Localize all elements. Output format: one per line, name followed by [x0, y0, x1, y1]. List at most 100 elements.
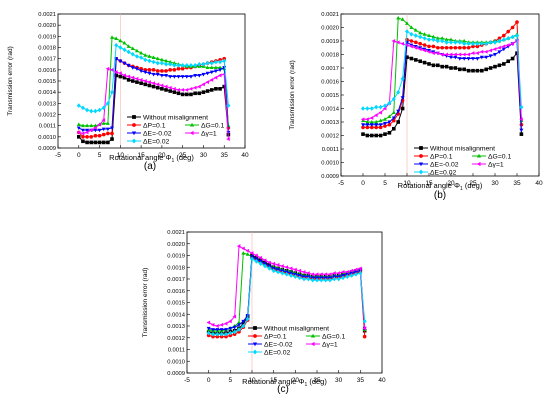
data-point [80, 123, 85, 128]
data-point [436, 63, 440, 68]
data-point [418, 34, 423, 40]
data-point [427, 62, 431, 66]
data-point [147, 58, 152, 64]
y-tick-label: 0.0015 [167, 301, 185, 307]
data-point [314, 272, 319, 277]
data-point [106, 140, 110, 145]
data-point [143, 53, 148, 57]
legend-marker [310, 333, 316, 338]
data-point [383, 121, 387, 126]
panel-label: (c) [277, 384, 289, 395]
data-point [365, 133, 370, 138]
data-point [241, 319, 246, 324]
data-point [506, 29, 511, 34]
data-point [223, 321, 228, 326]
data-point [453, 45, 458, 50]
data-point [160, 87, 164, 91]
data-point [155, 82, 160, 87]
data-point [184, 75, 189, 79]
data-point [315, 277, 319, 283]
data-point [271, 261, 276, 266]
data-point [105, 121, 110, 125]
x-tick-label: 15 [425, 180, 433, 187]
y-tick-label: 0.0013 [321, 120, 339, 126]
data-point [139, 69, 144, 74]
data-point [222, 72, 226, 77]
data-point [365, 123, 370, 127]
data-point [453, 40, 458, 45]
x-tick-label: 5 [229, 377, 233, 384]
data-point [101, 132, 106, 137]
data-point [374, 123, 379, 127]
data-point [226, 103, 231, 108]
legend-label: ΔE=0.02 [264, 349, 290, 356]
data-point [506, 35, 511, 41]
x-tick-label: 25 [179, 152, 187, 159]
legend-label: ΔG=0.1 [201, 122, 224, 129]
data-point [431, 44, 436, 49]
data-point [449, 40, 453, 45]
data-point [89, 135, 94, 139]
data-point [114, 70, 118, 75]
data-point [209, 70, 214, 75]
data-point [383, 132, 387, 136]
data-point [435, 36, 440, 40]
data-point [471, 44, 475, 49]
data-point [106, 131, 110, 136]
data-point [493, 64, 497, 69]
data-point [449, 66, 453, 70]
data-point [436, 45, 440, 50]
y-tick-label: 0.0016 [38, 68, 56, 74]
data-point [205, 89, 210, 93]
data-point [249, 251, 254, 256]
data-point [449, 45, 453, 50]
x-tick-label: -5 [55, 152, 61, 159]
data-point [431, 51, 435, 56]
data-point [475, 68, 480, 73]
x-tick-label: -5 [338, 180, 344, 187]
data-point [345, 269, 349, 274]
data-point [245, 316, 250, 322]
data-point [302, 276, 306, 282]
data-point [159, 83, 164, 88]
data-point [349, 273, 354, 278]
data-point [168, 59, 173, 64]
legend-label: ΔE=-0.02 [143, 130, 172, 137]
data-point [232, 325, 237, 330]
data-point [164, 73, 169, 78]
data-point [400, 41, 405, 46]
data-point [180, 66, 185, 71]
data-point [435, 38, 440, 44]
data-point [151, 84, 156, 89]
data-point [209, 65, 214, 70]
y-tick-label: 0.0012 [38, 113, 56, 119]
data-point [488, 54, 493, 59]
data-point [262, 258, 267, 263]
data-point [76, 122, 81, 126]
series-1 [361, 51, 524, 138]
data-point [222, 84, 227, 89]
data-point [466, 41, 471, 47]
data-point [431, 37, 436, 42]
data-point [188, 63, 193, 68]
data-point [245, 252, 250, 256]
y-tick-label: 0.0019 [167, 254, 185, 260]
data-point [458, 45, 462, 50]
data-point [168, 75, 173, 79]
data-point [172, 68, 177, 72]
data-point [89, 108, 94, 114]
data-point [215, 324, 219, 328]
y-tick-label: 0.0013 [167, 324, 185, 330]
data-point [374, 104, 379, 110]
data-point [176, 87, 180, 92]
data-point [431, 63, 436, 68]
data-point [453, 52, 457, 57]
legend-label: ΔE=0.02 [143, 138, 169, 145]
x-axis-label: Rotational angle Φ1 (deg) [242, 377, 327, 388]
data-point [358, 270, 363, 276]
data-point [254, 253, 258, 258]
data-point [400, 17, 405, 21]
y-tick-label: 0.0011 [168, 348, 185, 354]
data-point [209, 60, 214, 66]
y-tick-label: 0.0021 [321, 12, 339, 18]
